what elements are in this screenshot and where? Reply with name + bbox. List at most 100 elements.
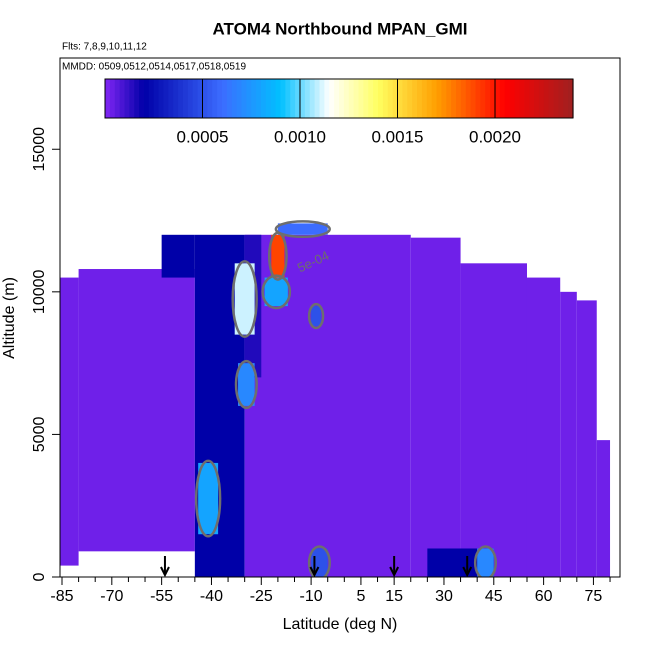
- colorbar-swatch: [538, 79, 545, 118]
- x-tick-label: 15: [385, 588, 403, 605]
- colorbar-swatch: [407, 79, 413, 118]
- colorbar-swatch: [192, 79, 199, 118]
- colorbar-swatch: [373, 79, 379, 118]
- colorbar-swatch: [119, 79, 126, 118]
- colorbar-swatch: [270, 79, 277, 118]
- x-tick-label: -25: [250, 588, 273, 605]
- y-tick-label: 15000: [31, 127, 48, 172]
- colorbar-swatch: [358, 79, 364, 118]
- heatmap: [60, 220, 611, 577]
- colorbar-swatch: [504, 79, 511, 118]
- colorbar-swatch: [202, 79, 208, 118]
- colorbar-swatch: [524, 79, 530, 118]
- colorbar-swatch: [300, 79, 306, 118]
- colorbar-swatch: [158, 79, 165, 118]
- subtitle: Flts: 7,8,9,10,11,12: [62, 42, 147, 53]
- colorbar-swatch: [246, 79, 252, 118]
- colorbar-swatch: [339, 79, 345, 118]
- colorbar-swatch: [187, 79, 194, 118]
- colorbar-swatch: [324, 79, 330, 118]
- colorbar-swatch: [265, 79, 272, 118]
- colorbar-swatch: [382, 79, 389, 118]
- colorbar-swatch: [348, 79, 355, 118]
- colorbar-swatch: [304, 79, 311, 118]
- colorbar-swatch: [261, 79, 267, 118]
- heat-cell: [271, 234, 285, 278]
- colorbar-swatch: [105, 79, 111, 118]
- heat-cell: [277, 223, 328, 235]
- heat-cell: [198, 462, 219, 535]
- colorbar-swatch: [563, 79, 569, 118]
- colorbar-swatch: [178, 79, 184, 118]
- colorbar-swatch: [129, 79, 135, 118]
- heat-cell: [264, 277, 288, 307]
- x-tick-label: -10: [300, 588, 323, 605]
- y-tick-label: 10000: [31, 269, 48, 314]
- colorbar-tick-label: 0.0010: [274, 127, 326, 146]
- colorbar-swatch: [295, 79, 301, 118]
- colorbar-swatch: [212, 79, 218, 118]
- colorbar-swatch: [251, 79, 257, 118]
- heat-cell: [477, 548, 494, 577]
- colorbar-swatch: [495, 79, 501, 118]
- marker-head: [389, 566, 400, 578]
- chart-title: ATOM4 Northbound MPAN_GMI: [213, 19, 468, 38]
- colorbar-swatch: [417, 79, 423, 118]
- colorbar-swatch: [363, 79, 369, 118]
- x-tick-label: 30: [435, 588, 453, 605]
- colorbar-swatch: [148, 79, 155, 118]
- colorbar-swatch: [309, 79, 316, 118]
- annotation: MMDD: 0509,0512,0514,0517,0518,0519: [62, 62, 246, 73]
- contour-line: [274, 220, 331, 239]
- heat-cell: [460, 263, 527, 577]
- colorbar-swatch: [256, 79, 262, 118]
- colorbar-swatch: [446, 79, 452, 118]
- colorbar-swatch: [343, 79, 350, 118]
- colorbar-swatch: [509, 79, 516, 118]
- colorbar-swatch: [231, 79, 238, 118]
- colorbar-swatch: [368, 79, 374, 118]
- colorbar-swatch: [275, 79, 282, 118]
- heat-cell: [238, 363, 255, 406]
- heat-cell: [526, 277, 561, 577]
- colorbar-swatch: [285, 79, 291, 118]
- heat-cell: [576, 300, 597, 577]
- colorbar-swatch: [470, 79, 477, 118]
- colorbar-swatch: [475, 79, 481, 118]
- colorbar-frame: [104, 78, 574, 119]
- marker-head: [462, 566, 473, 578]
- heat-cell: [311, 306, 322, 327]
- colorbar-tick-label: 0.0020: [469, 127, 521, 146]
- heat-cell: [234, 263, 255, 335]
- heat-cell: [410, 237, 461, 577]
- colorbar-swatch: [426, 79, 433, 118]
- x-tick-label: 45: [485, 588, 503, 605]
- colorbar-swatch: [378, 79, 384, 118]
- colorbar-swatch: [290, 79, 296, 118]
- colorbar-swatch: [485, 79, 491, 118]
- colorbar-swatch: [236, 79, 243, 118]
- colorbar-swatch: [217, 79, 223, 118]
- contour-line: [473, 545, 498, 577]
- colorbar-tick-label: 0.0015: [372, 127, 424, 146]
- x-tick-label: -40: [200, 588, 223, 605]
- x-tick-label: -70: [100, 588, 123, 605]
- marker-arrow: [462, 556, 473, 578]
- colorbar-swatch: [109, 79, 116, 118]
- colorbar-swatch: [144, 79, 150, 118]
- colorbar-swatch: [387, 79, 394, 118]
- colorbar-swatch: [490, 79, 496, 118]
- colorbar-swatch: [529, 79, 535, 118]
- colorbar-swatch: [139, 79, 145, 118]
- colorbar-swatch: [197, 79, 204, 118]
- contour-line: [231, 260, 258, 338]
- contour-line: [307, 302, 325, 330]
- x-axis-label: Latitude (deg N): [283, 616, 398, 633]
- colorbar-swatch: [553, 79, 559, 118]
- colorbar-swatch: [114, 79, 121, 118]
- heat-cell: [78, 269, 195, 552]
- colorbar-swatch: [412, 79, 418, 118]
- marker-head: [160, 566, 170, 578]
- colorbar-swatch: [163, 79, 169, 118]
